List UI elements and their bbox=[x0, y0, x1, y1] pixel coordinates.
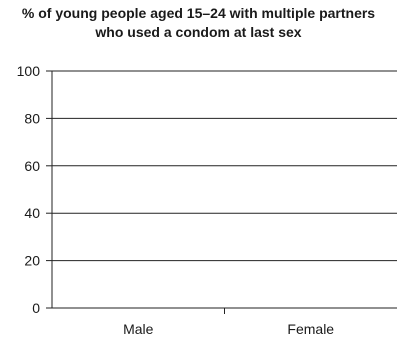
y-tick-label-0: 0 bbox=[32, 300, 40, 316]
chart-title-line-1: % of young people aged 15–24 with multip… bbox=[21, 5, 376, 21]
y-tick-label-20: 20 bbox=[24, 253, 40, 269]
chart-title: % of young people aged 15–24 with multip… bbox=[0, 4, 397, 42]
y-tick-label-80: 80 bbox=[24, 110, 40, 126]
y-tick-label-40: 40 bbox=[24, 205, 40, 221]
chart-title-line-2: who used a condom at last sex bbox=[95, 24, 302, 40]
x-tick-label-female: Female bbox=[287, 321, 334, 337]
x-tick-label-male: Male bbox=[123, 321, 154, 337]
y-tick-label-100: 100 bbox=[17, 63, 41, 79]
y-tick-label-60: 60 bbox=[24, 158, 40, 174]
